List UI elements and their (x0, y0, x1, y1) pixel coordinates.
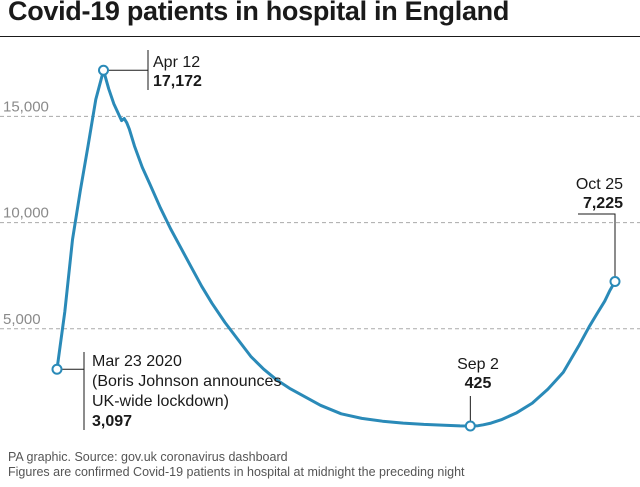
annotation-leaders (57, 50, 616, 430)
y-tick-label: 15,000 (3, 98, 49, 115)
annotation-apr12-value: 17,172 (153, 73, 202, 90)
leader-apr12 (103, 50, 149, 90)
grid-lines (0, 115, 640, 330)
marker-sep2 (464, 420, 476, 432)
marker-mar23 (51, 363, 63, 375)
annotation-oct25-date: Oct 25 (576, 176, 623, 193)
y-tick-label: 5,000 (3, 311, 41, 328)
annotation-oct25-value: 7,225 (583, 195, 623, 212)
title-divider (0, 36, 640, 37)
leader-mar23 (57, 352, 85, 430)
y-axis-ticks: 5,000 10,000 15,000 (3, 98, 49, 327)
annotation-mar23-note1: (Boris Johnson announces (92, 373, 281, 390)
chart-title: Covid-19 patients in hospital in England (8, 0, 510, 26)
annotation-sep2-value: 425 (465, 375, 492, 392)
source-note: PA graphic. Source: gov.uk coronavirus d… (8, 450, 288, 464)
annotation-mar23-date: Mar 23 2020 (92, 353, 182, 370)
highlight-markers (51, 64, 621, 432)
marker-apr12 (98, 64, 109, 76)
marker-oct25 (609, 276, 621, 288)
annotation-apr12-date: Apr 12 (153, 54, 200, 71)
y-tick-label: 10,000 (3, 205, 49, 222)
annotation-mar23-note2: UK-wide lockdown) (92, 393, 229, 410)
annotation-mar23-value: 3,097 (92, 413, 132, 430)
series-line (55, 68, 617, 428)
definition-note: Figures are confirmed Covid-19 patients … (8, 465, 465, 479)
annotation-sep2-date: Sep 2 (457, 356, 499, 373)
leader-oct25 (578, 213, 616, 282)
footer: PA graphic. Source: gov.uk coronavirus d… (8, 450, 465, 480)
